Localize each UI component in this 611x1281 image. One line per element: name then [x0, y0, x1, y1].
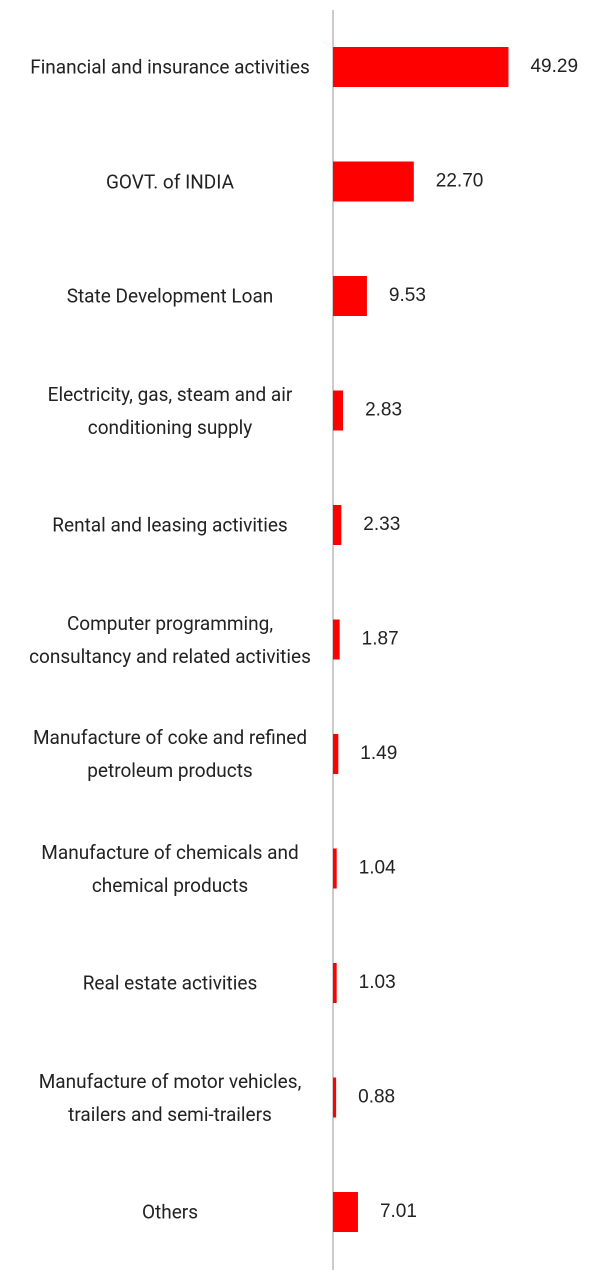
bar	[333, 505, 342, 545]
category-label: Electricity, gas, steam and air conditio…	[47, 382, 293, 439]
value-label: 22.70	[436, 171, 484, 192]
value-label: 2.33	[363, 514, 400, 535]
value-label: 0.88	[358, 1087, 395, 1108]
bar	[333, 276, 367, 316]
bar	[333, 1077, 337, 1118]
category-label: Real estate activities	[82, 971, 258, 995]
value-label: 1.87	[362, 629, 399, 650]
value-label: 2.83	[365, 400, 402, 421]
category-label: Financial and insurance activities	[30, 55, 310, 79]
value-label: 7.01	[380, 1201, 417, 1222]
bar	[333, 734, 339, 774]
category-label: Computer programming, consultancy and re…	[29, 611, 311, 668]
category-label: State Development Loan	[66, 284, 274, 308]
value-label: 1.04	[359, 858, 396, 879]
bar	[333, 390, 344, 431]
value-label: 49.29	[530, 56, 578, 77]
bar	[333, 161, 414, 202]
bar	[333, 1192, 358, 1232]
value-label: 1.03	[359, 972, 396, 993]
bar	[333, 619, 340, 660]
category-label: GOVT. of INDIA	[105, 170, 235, 193]
bar	[333, 848, 337, 889]
bar	[333, 47, 509, 87]
category-label: Others	[141, 1200, 199, 1224]
category-label: Manufacture of motor vehicles, trailers …	[38, 1069, 302, 1126]
category-label: Rental and leasing activities	[52, 513, 288, 537]
bar	[333, 963, 337, 1003]
category-label: Manufacture of coke and refined petroleu…	[32, 726, 308, 782]
value-label: 9.53	[389, 285, 426, 306]
value-label: 1.49	[360, 743, 397, 764]
category-label: Manufacture of chemicals and chemical pr…	[41, 840, 299, 897]
